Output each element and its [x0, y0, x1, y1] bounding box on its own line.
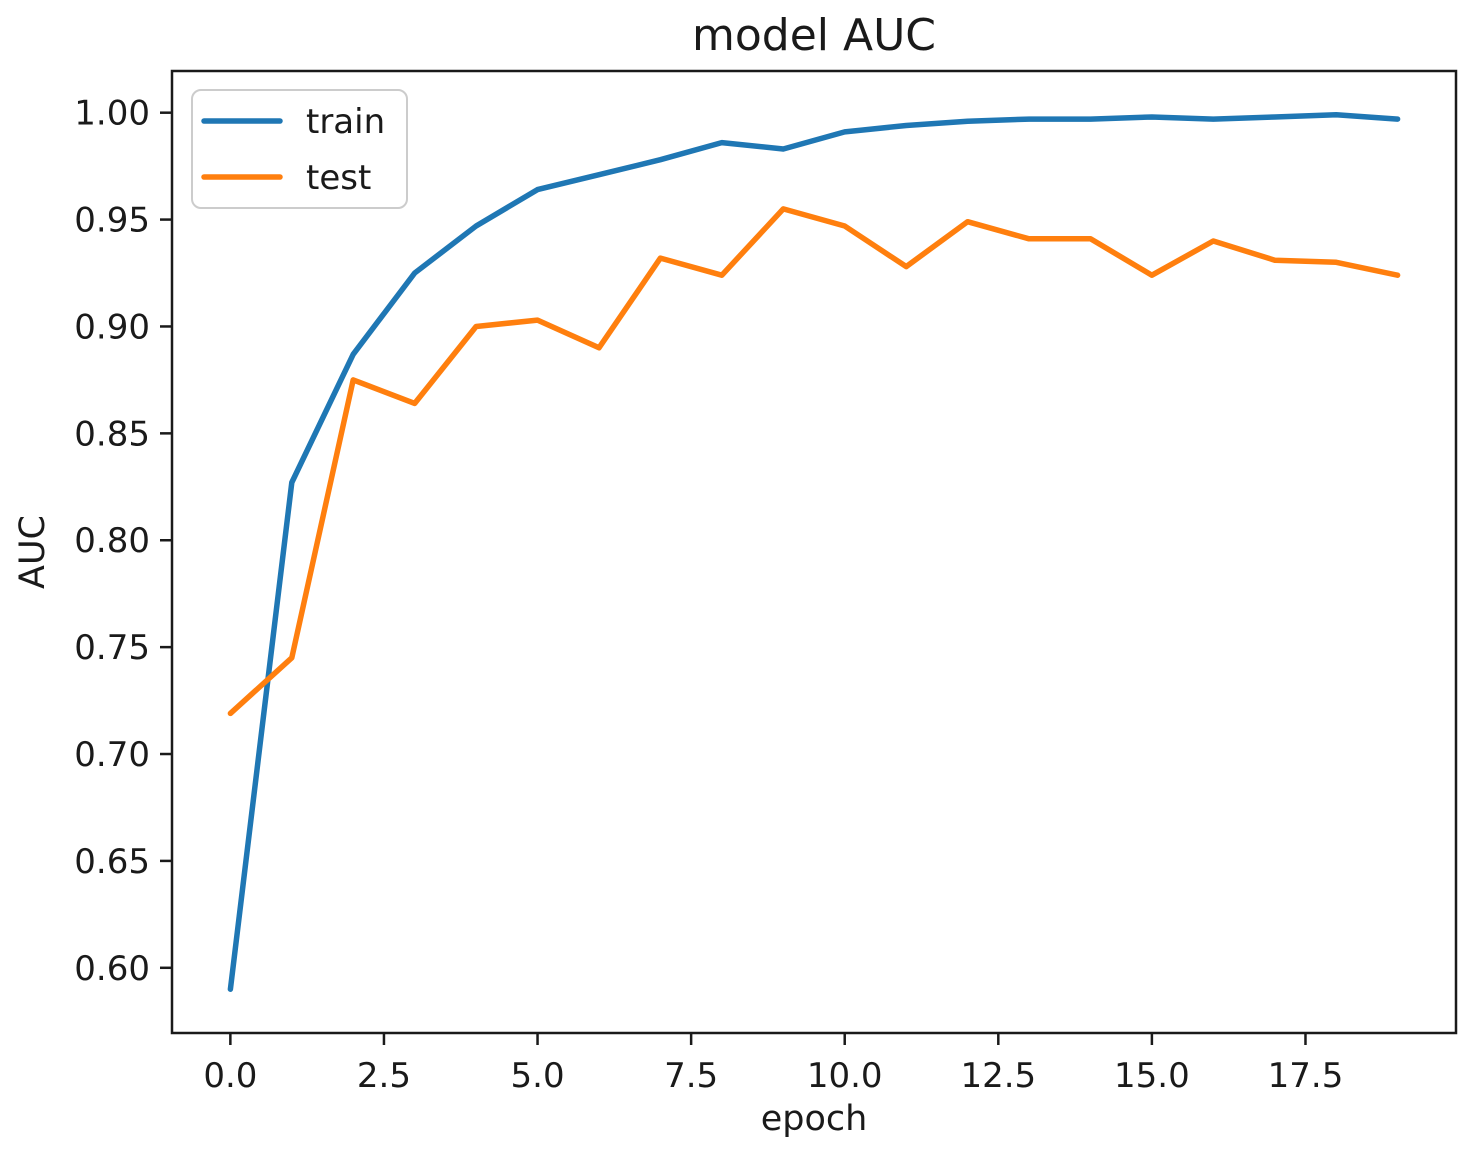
- legend-label-test: test: [306, 158, 371, 198]
- y-tick-label: 0.95: [74, 201, 150, 241]
- plot-area-border: [170, 69, 1458, 1035]
- y-tick-label: 0.85: [74, 414, 150, 454]
- y-tick-label: 1.00: [74, 94, 150, 134]
- y-tick-label: 0.75: [74, 628, 150, 668]
- legend-label-train: train: [306, 102, 385, 142]
- y-axis-ticks: 0.60 0.65 0.70 0.75 0.80 0.85 0.90 0.95 1.00: [74, 94, 172, 989]
- y-axis-label: AUC: [13, 515, 53, 589]
- x-tick-label: 10.0: [807, 1056, 883, 1096]
- series-line-train: [227, 112, 1401, 992]
- y-tick-label: 0.60: [74, 949, 150, 989]
- x-tick-label: 7.5: [664, 1056, 718, 1096]
- series-line-test: [227, 206, 1401, 717]
- x-tick-label: 5.0: [511, 1056, 565, 1096]
- legend: train test: [191, 89, 408, 209]
- y-tick-label: 0.90: [74, 307, 150, 347]
- x-tick-label: 12.5: [960, 1056, 1036, 1096]
- x-axis-ticks: 0.0 2.5 5.0 7.5 10.0 12.5 15.0 17.5: [203, 1033, 1343, 1096]
- y-tick-label: 0.70: [74, 735, 150, 775]
- data-series: [227, 112, 1401, 992]
- y-tick-label: 0.65: [74, 842, 150, 882]
- x-tick-label: 17.5: [1268, 1056, 1344, 1096]
- x-tick-label: 0.0: [203, 1056, 257, 1096]
- chart-title: model AUC: [692, 10, 936, 61]
- y-tick-label: 0.80: [74, 521, 150, 561]
- x-axis-label: epoch: [761, 1099, 868, 1139]
- x-tick-label: 15.0: [1114, 1056, 1190, 1096]
- x-tick-label: 2.5: [357, 1056, 411, 1096]
